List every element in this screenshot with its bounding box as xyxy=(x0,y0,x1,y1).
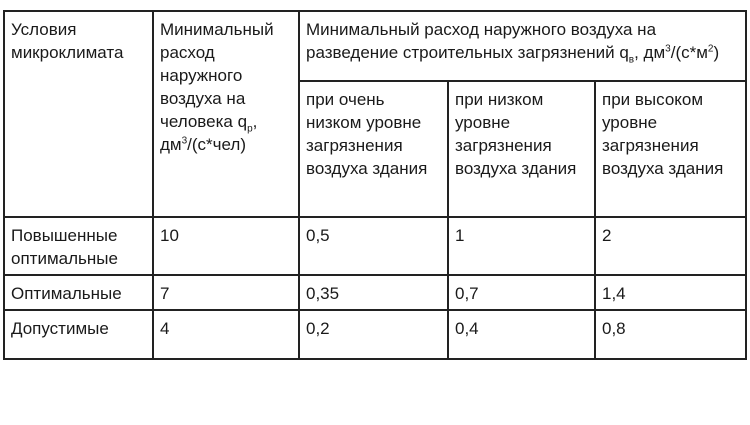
header-text: /(с*м xyxy=(670,43,708,62)
subheader-low: при низком уровне загрязнения воздуха зд… xyxy=(447,80,596,218)
cell-very-low: 0,2 xyxy=(298,309,449,360)
cell-high: 1,4 xyxy=(594,274,747,311)
cell-condition: Оптимальные xyxy=(3,274,154,311)
header-qp: Минимальный расход наружного воздуха на … xyxy=(152,10,300,218)
superscript: 3 xyxy=(181,135,188,147)
table-row: Допустимые 4 0,2 0,4 0,8 xyxy=(3,309,747,360)
header-text: , дм xyxy=(160,112,258,154)
subscript: р xyxy=(247,123,253,135)
cell-condition: Допустимые xyxy=(3,309,154,360)
cell-qp: 7 xyxy=(152,274,300,311)
cell-very-low: 0,35 xyxy=(298,274,449,311)
subheader-very-low: при очень низком уровне загрязнения возд… xyxy=(298,80,449,218)
superscript: 2 xyxy=(707,43,714,55)
cell-low: 1 xyxy=(447,216,596,276)
superscript: 3 xyxy=(665,43,671,55)
cell-condition: Повышенные оптимальные xyxy=(3,216,154,276)
cell-qp: 10 xyxy=(152,216,300,276)
header-text: /(с*чел) xyxy=(187,135,246,154)
air-flow-table: Условия микроклимата Минимальный расход … xyxy=(3,10,747,360)
header-text: Минимальный расход наружного воздуха на … xyxy=(306,20,657,62)
header-conditions: Условия микроклимата xyxy=(3,10,154,218)
subscript: в xyxy=(628,54,635,66)
cell-high: 0,8 xyxy=(594,309,747,360)
subheader-high: при высоком уровне загрязнения воздуха з… xyxy=(594,80,747,218)
header-text: Минимальный расход наружного воздуха на … xyxy=(160,20,274,131)
header-text: Условия микроклимата xyxy=(11,20,124,62)
cell-high: 2 xyxy=(594,216,747,276)
table-row: Оптимальные 7 0,35 0,7 1,4 xyxy=(3,274,747,311)
header-text: , дм xyxy=(634,43,666,62)
cell-low: 0,4 xyxy=(447,309,596,360)
cell-qp: 4 xyxy=(152,309,300,360)
cell-very-low: 0,5 xyxy=(298,216,449,276)
cell-low: 0,7 xyxy=(447,274,596,311)
table-row: Повышенные оптимальные 10 0,5 1 2 xyxy=(3,216,747,276)
header-qv: Минимальный расход наружного воздуха на … xyxy=(298,10,747,82)
header-text: ) xyxy=(713,43,720,62)
